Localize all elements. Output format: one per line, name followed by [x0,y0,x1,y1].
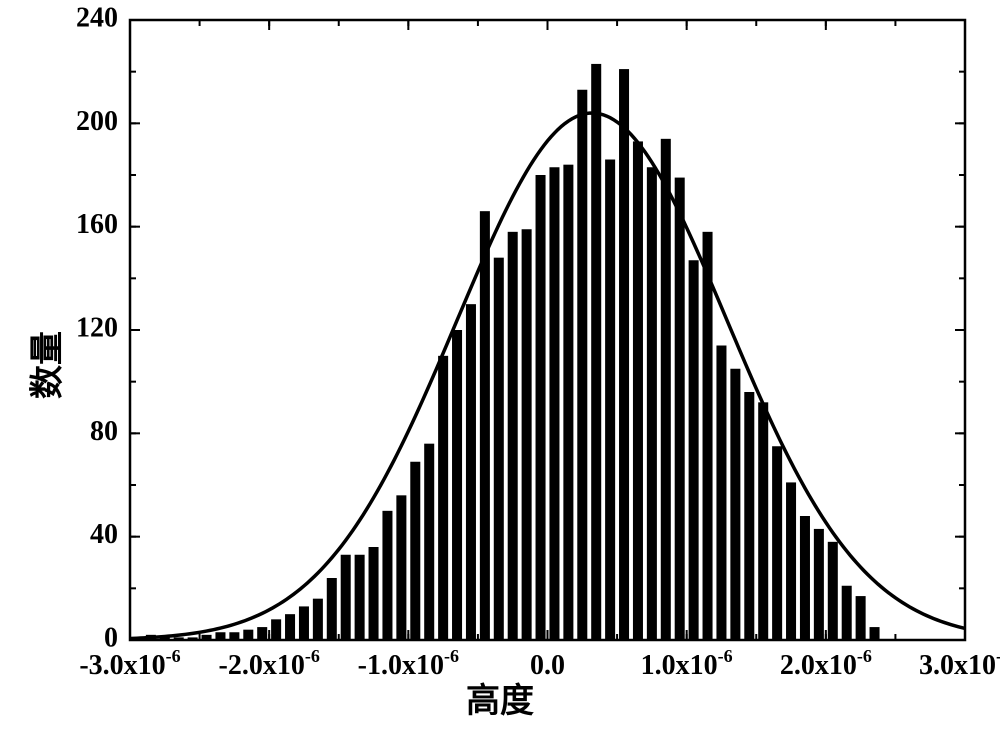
svg-text:0: 0 [104,622,118,653]
svg-text:3.0x10-6: 3.0x10-6 [919,646,1000,681]
svg-text:40: 40 [90,519,118,550]
svg-text:-2.0x10-6: -2.0x10-6 [219,646,320,681]
svg-text:0.0: 0.0 [530,650,565,681]
svg-text:240: 240 [76,2,118,33]
svg-text:200: 200 [76,106,118,137]
svg-text:80: 80 [90,416,118,447]
svg-text:160: 160 [76,209,118,240]
x-axis-label: 高度 [466,673,534,722]
chart-svg: -3.0x10-6-2.0x10-6-1.0x10-60.01.0x10-62.… [0,0,1000,730]
svg-text:-3.0x10-6: -3.0x10-6 [79,646,180,681]
svg-text:120: 120 [76,312,118,343]
y-axis-label: 数量 [20,331,69,399]
svg-text:-1.0x10-6: -1.0x10-6 [358,646,459,681]
histogram-chart: 数量 高度 -3.0x10-6-2.0x10-6-1.0x10-60.01.0x… [0,0,1000,730]
